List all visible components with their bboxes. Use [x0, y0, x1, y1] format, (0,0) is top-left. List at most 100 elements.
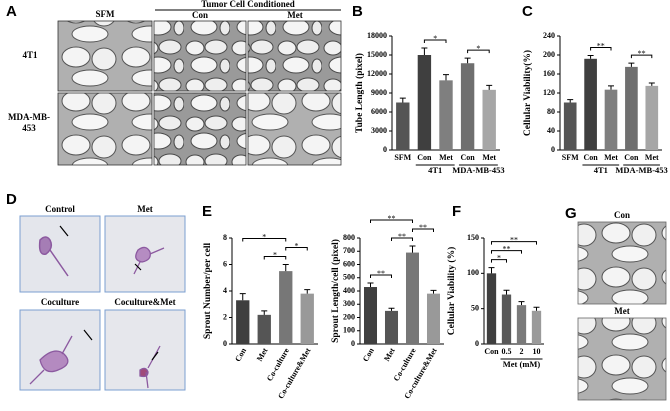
significance-label: * — [476, 44, 480, 53]
y-tick-label: 0 — [351, 339, 355, 348]
y-tick-label: 40 — [547, 126, 555, 135]
bar — [396, 102, 410, 150]
y-tick-label: 18000 — [367, 31, 387, 40]
y-tick-label: 100 — [467, 268, 479, 277]
error-bar — [399, 97, 406, 103]
significance-label: ** — [388, 214, 396, 223]
group-label: 4T1 — [593, 166, 608, 175]
error-bar — [409, 245, 416, 253]
significance-label: * — [295, 241, 299, 250]
significance-label: * — [262, 232, 266, 241]
y-tick-label: 6 — [223, 259, 227, 268]
bar — [516, 305, 527, 344]
panel-letter: D — [6, 191, 17, 208]
error-bar — [503, 289, 510, 295]
bar — [417, 55, 432, 150]
y-tick-label: 50 — [471, 303, 479, 312]
significance-label: * — [433, 34, 437, 43]
bar — [482, 89, 496, 150]
image-label: Coculture — [41, 297, 79, 307]
group-label-box: 4T1 — [593, 166, 608, 175]
y-tick-label: 0 — [475, 339, 479, 348]
column-group-label: Tumor Cell Conditioned — [201, 0, 295, 9]
bar — [439, 80, 453, 150]
x-tick-label: Met — [604, 153, 618, 162]
significance-label: ** — [510, 236, 518, 245]
significance-bracket — [491, 250, 522, 254]
bar — [625, 66, 638, 150]
bar — [257, 314, 271, 344]
y-tick-label: 300 — [343, 299, 355, 308]
x-tick-label: 0.5 — [502, 347, 512, 356]
panel-letter: A — [6, 3, 17, 20]
error-bar — [430, 289, 437, 294]
x-tick-label: Con — [460, 153, 475, 162]
group-label-box: MDA-MB-453 — [452, 166, 505, 175]
y-tick-label: 3000 — [371, 126, 387, 135]
y-tick-label: 80 — [547, 107, 555, 116]
y-axis-label: Sprout Number/per cell — [203, 243, 213, 340]
row-label-box: MDA-MB-453 — [8, 112, 50, 133]
column-label: Met — [287, 10, 303, 20]
significance-bracket — [242, 238, 287, 242]
y-axis-label: Sprout Length/cell (pixel) — [330, 239, 341, 343]
y-axis-label: Cellular Viability (%) — [446, 247, 457, 336]
bar — [426, 293, 441, 344]
panel-letter: C — [522, 3, 533, 20]
image-label: Coculture&Met — [114, 297, 175, 307]
y-tick-label: 0 — [383, 145, 387, 154]
significance-bracket — [285, 247, 308, 251]
panel-letter: F — [452, 203, 461, 220]
error-bar — [567, 99, 574, 103]
bar — [405, 252, 420, 344]
error-bar — [282, 264, 289, 272]
significance-label: ** — [638, 49, 646, 58]
bar — [236, 300, 250, 344]
error-bar — [486, 84, 493, 90]
x-tick-label: 10 — [533, 347, 541, 356]
y-tick-label: 240 — [543, 31, 555, 40]
bar — [531, 310, 542, 344]
y-tick-label: 800 — [343, 233, 355, 242]
bar — [604, 89, 618, 150]
error-bar — [587, 54, 594, 59]
significance-bracket — [590, 46, 612, 51]
y-tick-label: 9000 — [371, 88, 387, 97]
error-bar — [518, 301, 525, 306]
x-tick-label: Con — [233, 346, 248, 363]
significance-label: ** — [398, 232, 406, 241]
group-label-box: Met (mM) — [503, 360, 541, 369]
significance-bracket — [467, 49, 490, 54]
y-axis-label: Tube Length (pixel) — [354, 53, 365, 133]
x-tick-label: Met — [382, 346, 397, 363]
bar — [645, 85, 659, 150]
x-tick-label: Con — [361, 346, 376, 363]
significance-bracket — [370, 219, 413, 223]
significance-label: ** — [503, 245, 511, 254]
y-tick-label: 150 — [467, 233, 479, 242]
group-label-box: 4T1 — [428, 166, 442, 175]
error-bar — [608, 85, 614, 90]
significance-label: ** — [419, 223, 427, 232]
error-bar — [239, 293, 246, 301]
group-label: MDA-MB-453 — [452, 166, 505, 175]
y-tick-label: 6000 — [371, 107, 387, 116]
row-label: MDA-MB-453 — [8, 112, 50, 133]
error-bar — [464, 57, 471, 64]
x-tick-label: Met — [645, 153, 659, 162]
column-label: Con — [192, 10, 208, 20]
panel-letter: G — [565, 205, 577, 222]
x-tick-label: 2 — [520, 347, 524, 356]
y-tick-label: 0 — [223, 339, 227, 348]
x-tick-label: Met — [482, 153, 496, 162]
row-label: 4T1 — [22, 50, 38, 60]
significance-label: ** — [377, 269, 385, 278]
y-tick-label: 600 — [343, 259, 355, 268]
y-tick-label: 200 — [543, 50, 555, 59]
y-tick-label: 200 — [343, 312, 355, 321]
bar — [563, 102, 577, 150]
error-bar — [648, 82, 655, 86]
significance-bracket — [412, 228, 434, 232]
bar — [486, 273, 497, 344]
bar — [363, 287, 378, 344]
